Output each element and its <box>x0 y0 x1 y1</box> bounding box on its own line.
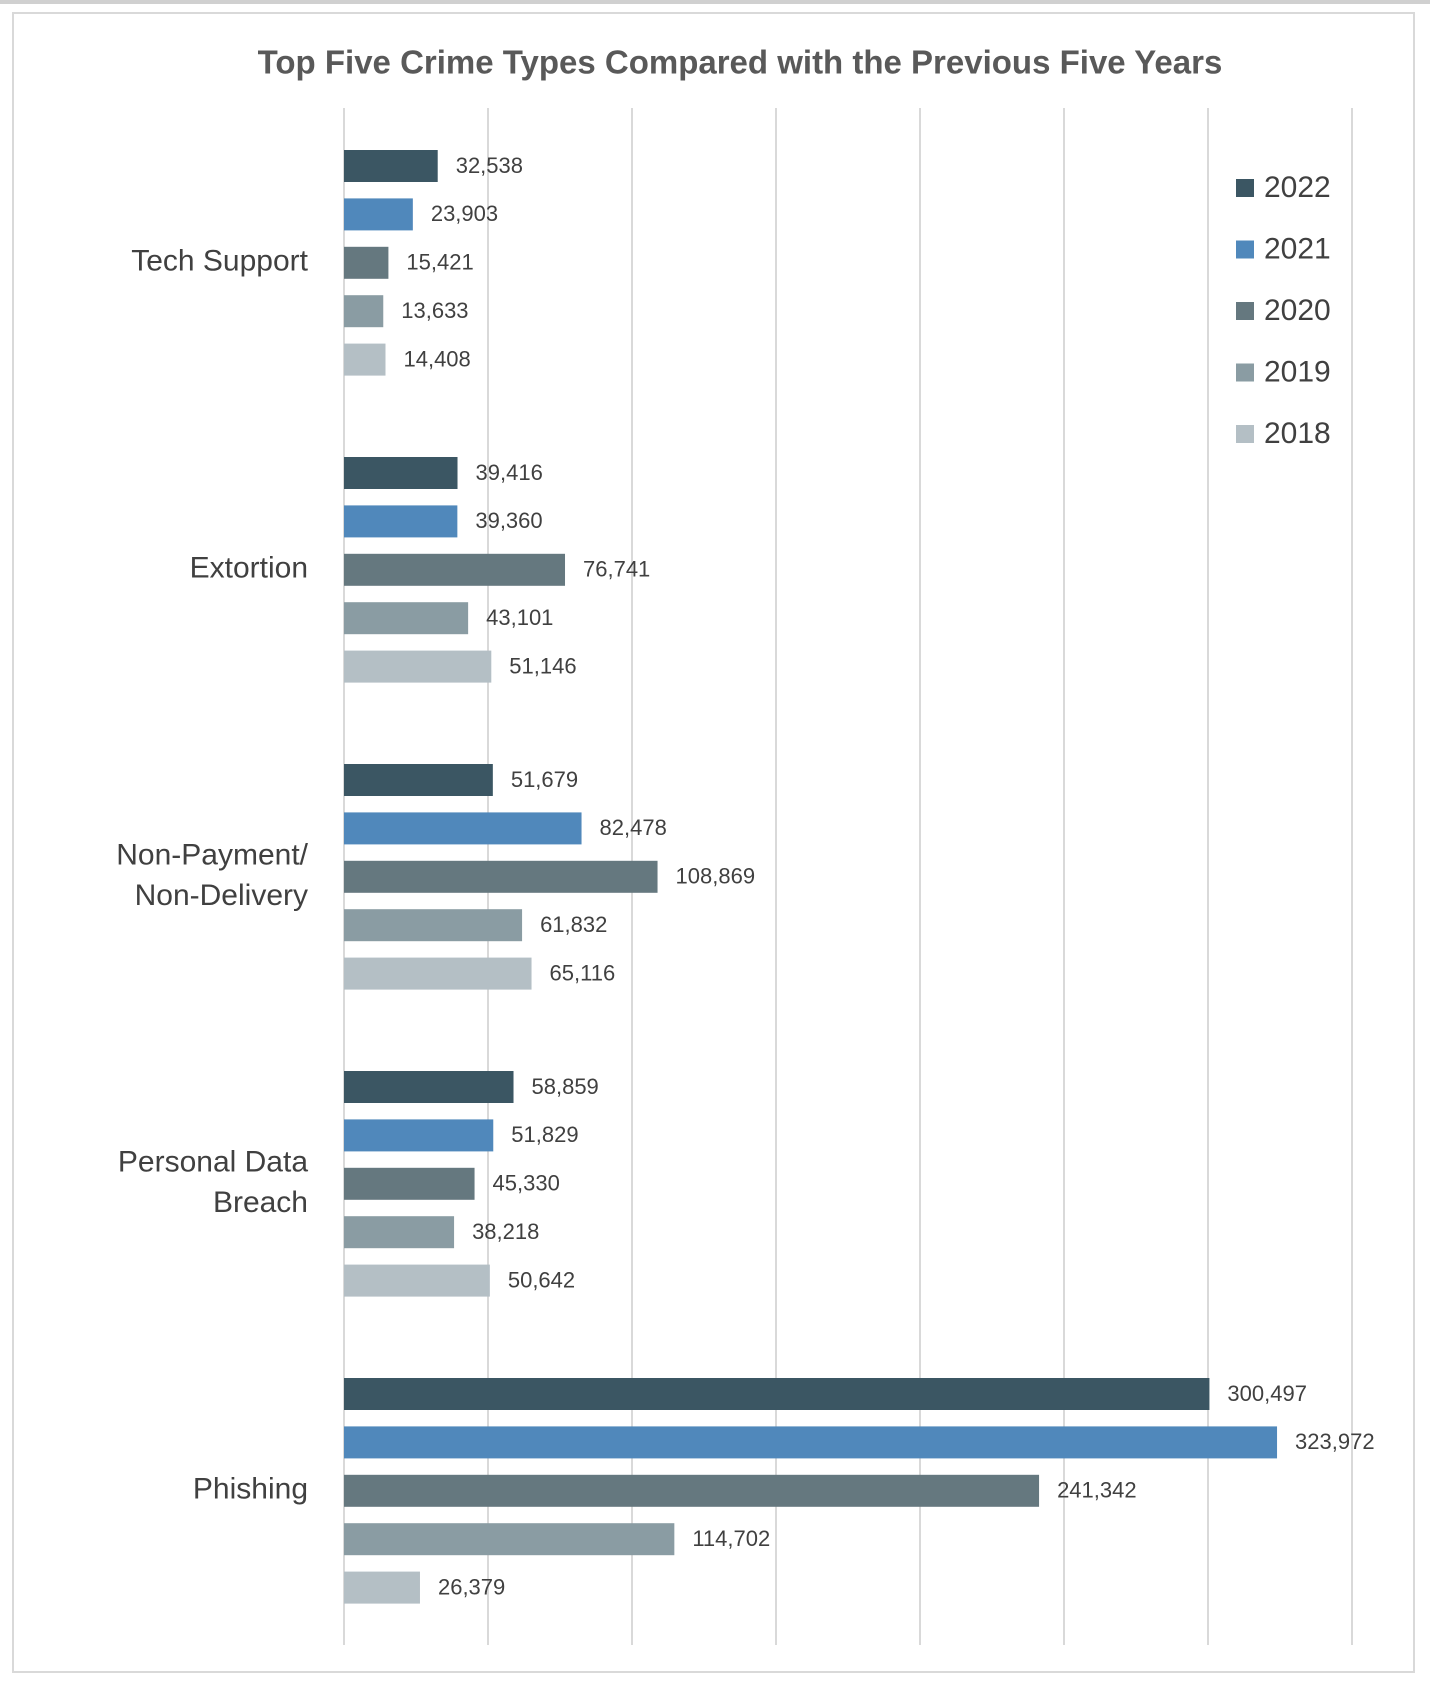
legend-swatch <box>1236 240 1254 259</box>
data-label: 23,903 <box>431 201 498 226</box>
data-label: 58,859 <box>532 1074 599 1099</box>
category-label: Extortion <box>190 552 308 585</box>
legend-swatch <box>1236 363 1254 382</box>
bar <box>344 957 532 990</box>
data-label: 43,101 <box>486 605 553 630</box>
legend-label: 2019 <box>1264 355 1331 388</box>
bar <box>344 860 658 893</box>
bar <box>344 764 493 796</box>
category-label: Personal Data Breach <box>118 1145 308 1219</box>
data-label: 14,408 <box>403 346 470 371</box>
category-label: Non-Payment/Non-Delivery <box>116 838 308 912</box>
legend-swatch <box>1236 302 1254 320</box>
bar <box>344 1523 675 1556</box>
data-label: 50,642 <box>508 1267 575 1292</box>
data-label: 38,218 <box>472 1219 539 1244</box>
legend-label: 2020 <box>1264 294 1331 327</box>
bar <box>344 246 389 279</box>
bar <box>344 602 469 635</box>
data-label: 300,497 <box>1227 1381 1307 1406</box>
data-label: 51,829 <box>511 1122 578 1147</box>
bar <box>344 1474 1040 1507</box>
data-label: 323,972 <box>1295 1429 1375 1454</box>
bar <box>344 1071 514 1103</box>
legend-label: 2022 <box>1264 171 1331 204</box>
bar <box>344 1378 1210 1410</box>
legend-swatch <box>1236 425 1254 443</box>
bar <box>344 650 492 683</box>
data-label: 61,832 <box>540 912 607 937</box>
bar <box>344 198 413 231</box>
top-strip <box>0 0 1430 4</box>
data-label: 108,869 <box>676 864 756 889</box>
bar <box>344 1264 490 1297</box>
data-label: 82,478 <box>600 815 667 840</box>
data-label: 39,360 <box>475 508 542 533</box>
data-label: 241,342 <box>1057 1478 1137 1503</box>
bar <box>344 343 386 376</box>
data-label: 45,330 <box>493 1171 560 1196</box>
category-label: Phishing <box>193 1473 308 1506</box>
data-label: 65,116 <box>550 960 616 985</box>
bar <box>344 505 458 538</box>
bar <box>344 909 523 942</box>
bar <box>344 553 566 586</box>
bar <box>344 1216 455 1249</box>
data-label: 51,146 <box>509 653 576 678</box>
legend-label: 2018 <box>1264 417 1331 450</box>
legend-label: 2021 <box>1264 232 1331 265</box>
bar <box>344 457 458 489</box>
bar <box>344 1119 494 1152</box>
data-label: 39,416 <box>476 460 543 485</box>
category-label: Tech Support <box>131 245 308 278</box>
data-label: 26,379 <box>438 1574 505 1599</box>
bar <box>344 1426 1278 1459</box>
chart-frame <box>12 12 1415 1673</box>
bar <box>344 150 438 182</box>
bar <box>344 295 384 328</box>
bar <box>344 812 582 845</box>
data-label: 114,702 <box>692 1526 770 1551</box>
data-label: 51,679 <box>511 767 578 792</box>
data-label: 76,741 <box>583 557 650 582</box>
data-label: 32,538 <box>456 153 523 178</box>
bar <box>344 1571 420 1604</box>
data-label: 15,421 <box>406 250 473 275</box>
legend-swatch <box>1236 179 1254 197</box>
data-label: 13,633 <box>401 298 468 323</box>
bar <box>344 1167 475 1200</box>
chart-title: Top Five Crime Types Compared with the P… <box>258 44 1223 81</box>
